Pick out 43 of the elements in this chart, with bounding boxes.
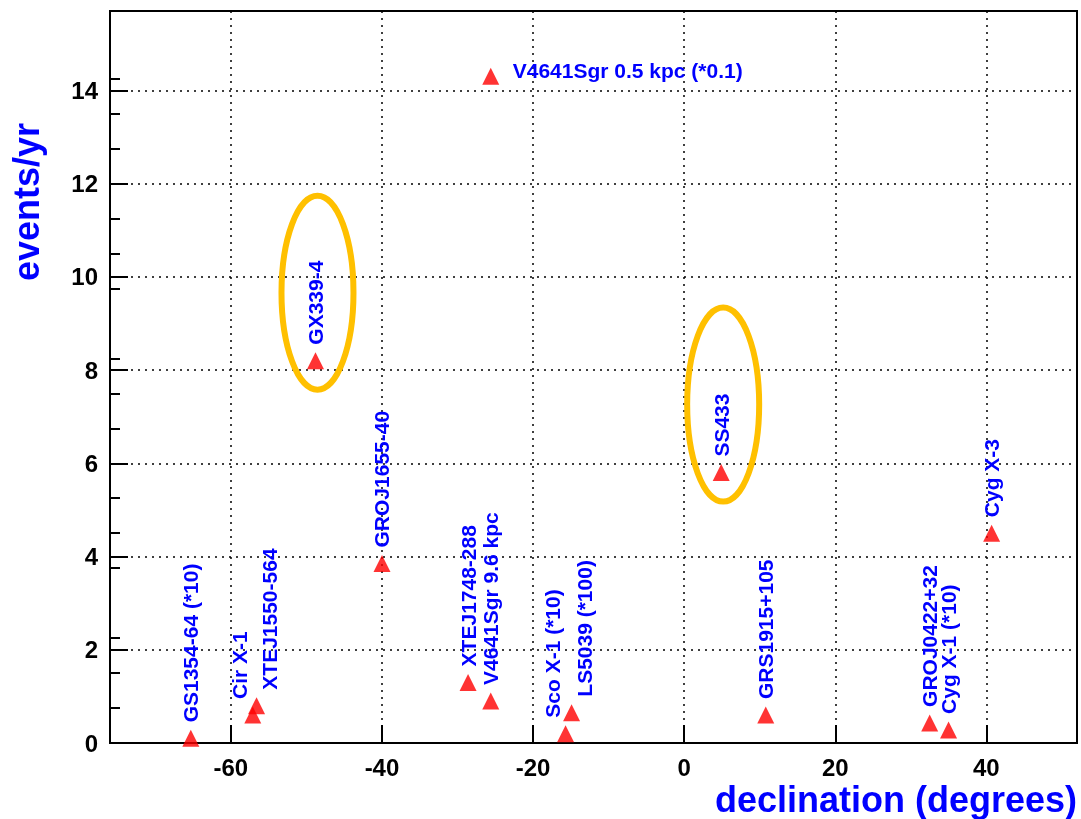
point (306, 352, 324, 370)
y-tick-label: 12 (71, 170, 98, 198)
annotation: SS433 (709, 393, 733, 457)
y-tick-label: 0 (84, 729, 98, 757)
point (563, 704, 581, 722)
annotation: GROJ1655-40 (370, 410, 394, 548)
point (182, 729, 200, 747)
y-tick-label: 4 (84, 543, 99, 570)
annotation: Sco X-1 (*10) (541, 589, 565, 718)
x-tick-label: -20 (515, 753, 551, 781)
annotation: GX339-4 (303, 260, 327, 345)
annotation: V4641Sgr 9.6 kpc (479, 511, 503, 686)
x-tick-label: -60 (213, 753, 249, 781)
x-tick-label: 20 (821, 753, 849, 781)
point (482, 67, 500, 85)
point (373, 555, 391, 572)
y-axis-title: events/yr (5, 122, 47, 282)
y-tick-label: 6 (84, 449, 98, 477)
annotation: GS1354-64 (*10) (179, 563, 203, 723)
y-tick-label: 2 (84, 636, 98, 664)
annotation: GRS1915+105 (754, 559, 778, 700)
point (482, 692, 500, 710)
annotation: Cir X-1 (228, 631, 252, 700)
annotation: V4641Sgr 0.5 kpc (*0.1) (512, 58, 743, 82)
point (557, 725, 575, 743)
x-axis-title: declination (degrees) (714, 778, 1077, 819)
point (921, 714, 939, 732)
annotation: XTEJ1550-564 (258, 548, 282, 690)
point (940, 721, 958, 739)
point (757, 706, 775, 724)
x-tick-label: -40 (364, 753, 400, 781)
annotation: Cyg X-3 (980, 439, 1004, 518)
point (983, 524, 1001, 542)
annotation: LS5039 (*100) (573, 560, 597, 697)
y-tick-label: 10 (71, 263, 98, 291)
point (248, 697, 266, 715)
point (459, 673, 477, 691)
y-tick-label: 8 (84, 356, 98, 384)
x-tick-label: 0 (677, 753, 691, 781)
y-tick-label: 14 (71, 76, 99, 104)
x-tick-label: 40 (972, 753, 1000, 781)
point (712, 464, 730, 482)
annotation: XTEJ1748-288 (456, 524, 480, 667)
